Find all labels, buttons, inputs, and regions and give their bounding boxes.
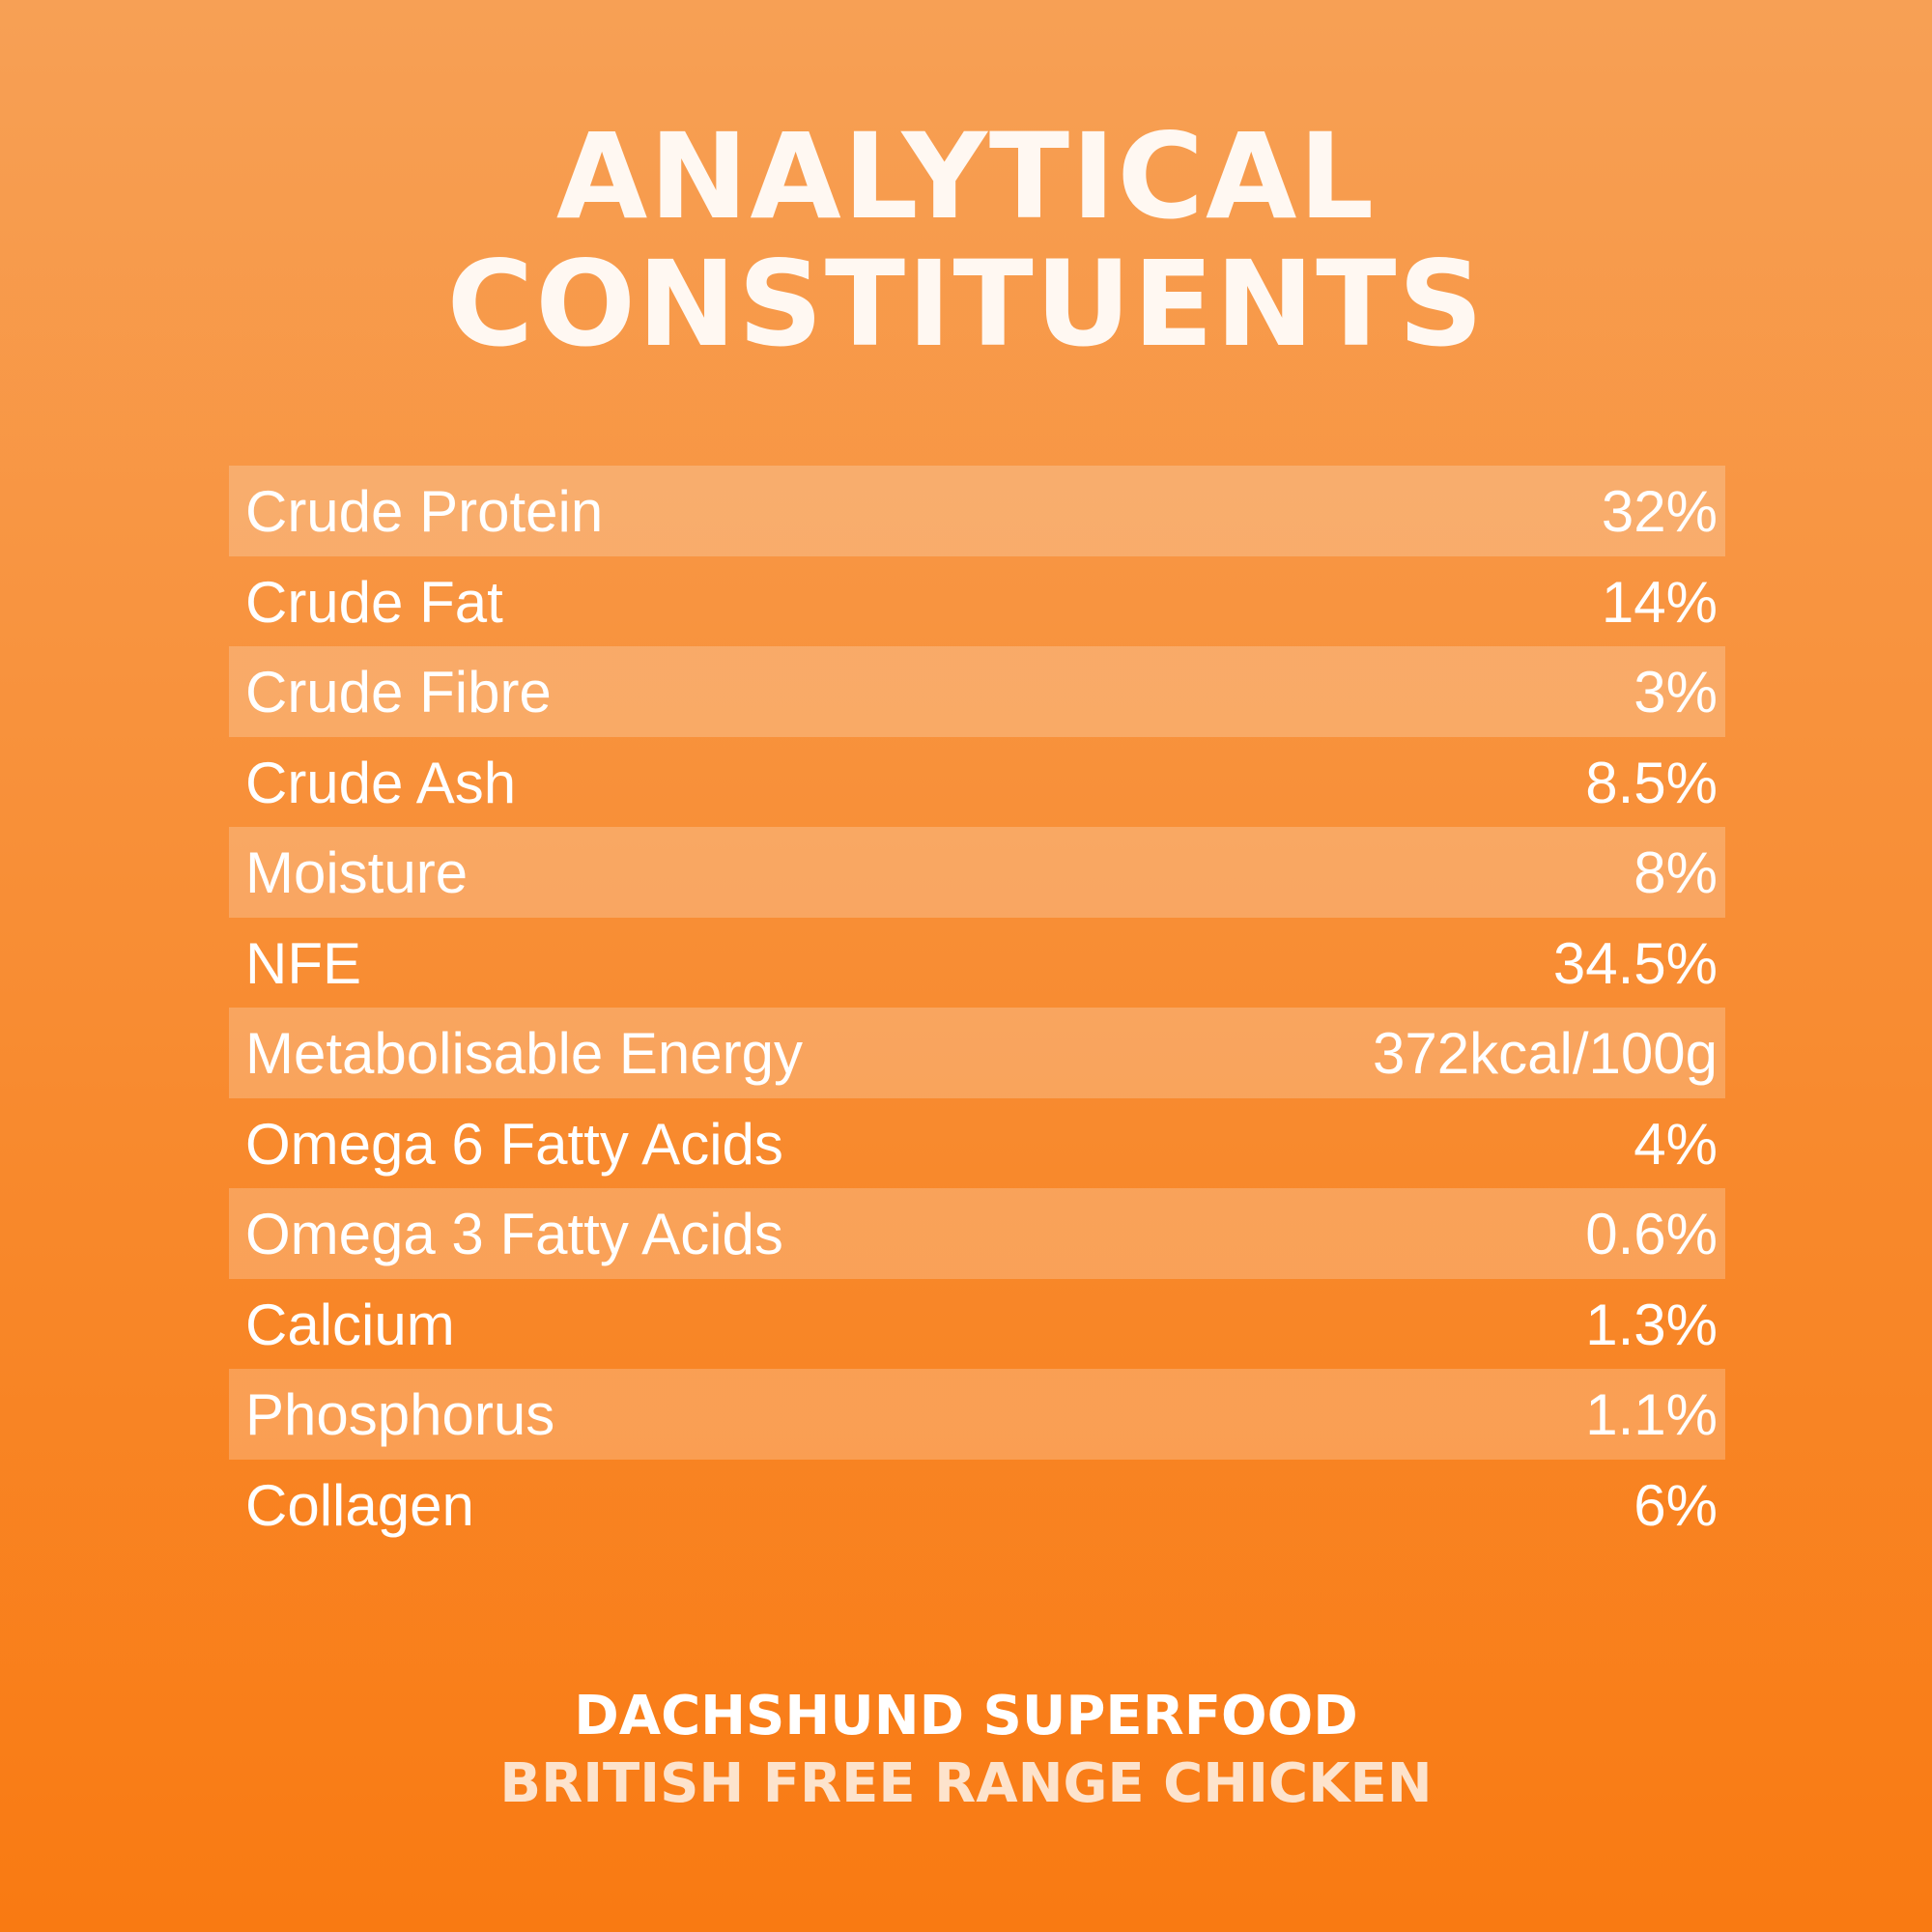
table-row: Omega 6 Fatty Acids 4% <box>229 1098 1725 1189</box>
table-row: Collagen 6% <box>229 1460 1725 1550</box>
product-name: DACHSHUND SUPERFOOD <box>574 1685 1358 1747</box>
constituent-value: 32% <box>1601 479 1718 544</box>
title-line: CONSTITUENTS <box>446 236 1486 373</box>
constituent-value: 3% <box>1634 660 1718 724</box>
table-row: Crude Fibre 3% <box>229 646 1725 737</box>
table-row: Metabolisable Energy 372kcal/100g <box>229 1008 1725 1098</box>
constituent-value: 8% <box>1634 840 1718 905</box>
table-row: Moisture 8% <box>229 827 1725 918</box>
table-row: Crude Ash 8.5% <box>229 737 1725 828</box>
constituent-name: Crude Fibre <box>245 660 552 724</box>
constituent-value: 8.5% <box>1585 750 1718 815</box>
constituent-name: Crude Fat <box>245 569 503 635</box>
variety-name: BRITISH FREE RANGE CHICKEN <box>499 1752 1433 1815</box>
constituent-value: 6% <box>1634 1472 1718 1538</box>
constituent-name: Moisture <box>245 840 469 905</box>
constituent-name: Crude Protein <box>245 479 604 544</box>
constituent-name: Omega 6 Fatty Acids <box>245 1111 783 1177</box>
constituent-name: Omega 3 Fatty Acids <box>245 1202 783 1266</box>
table-row: Calcium 1.3% <box>229 1279 1725 1370</box>
constituent-name: Crude Ash <box>245 750 517 815</box>
constituent-value: 1.3% <box>1585 1292 1718 1357</box>
table-row: Phosphorus 1.1% <box>229 1369 1725 1460</box>
constituent-value: 4% <box>1634 1111 1718 1177</box>
constituent-name: Collagen <box>245 1472 474 1538</box>
constituent-name: Phosphorus <box>245 1382 555 1447</box>
constituent-value: 1.1% <box>1585 1382 1718 1447</box>
constituent-value: 0.6% <box>1585 1202 1718 1266</box>
constituent-value: 372kcal/100g <box>1373 1021 1718 1086</box>
constituent-value: 14% <box>1601 569 1718 635</box>
constituent-name: Metabolisable Energy <box>245 1021 804 1086</box>
title-line: ANALYTICAL <box>555 108 1377 245</box>
constituent-name: Calcium <box>245 1292 455 1357</box>
table-row: Omega 3 Fatty Acids 0.6% <box>229 1188 1725 1279</box>
table-row: Crude Protein 32% <box>229 466 1725 556</box>
table-row: NFE 34.5% <box>229 918 1725 1009</box>
constituent-value: 34.5% <box>1552 930 1718 996</box>
table-row: Crude Fat 14% <box>229 556 1725 647</box>
constituent-name: NFE <box>245 930 361 996</box>
